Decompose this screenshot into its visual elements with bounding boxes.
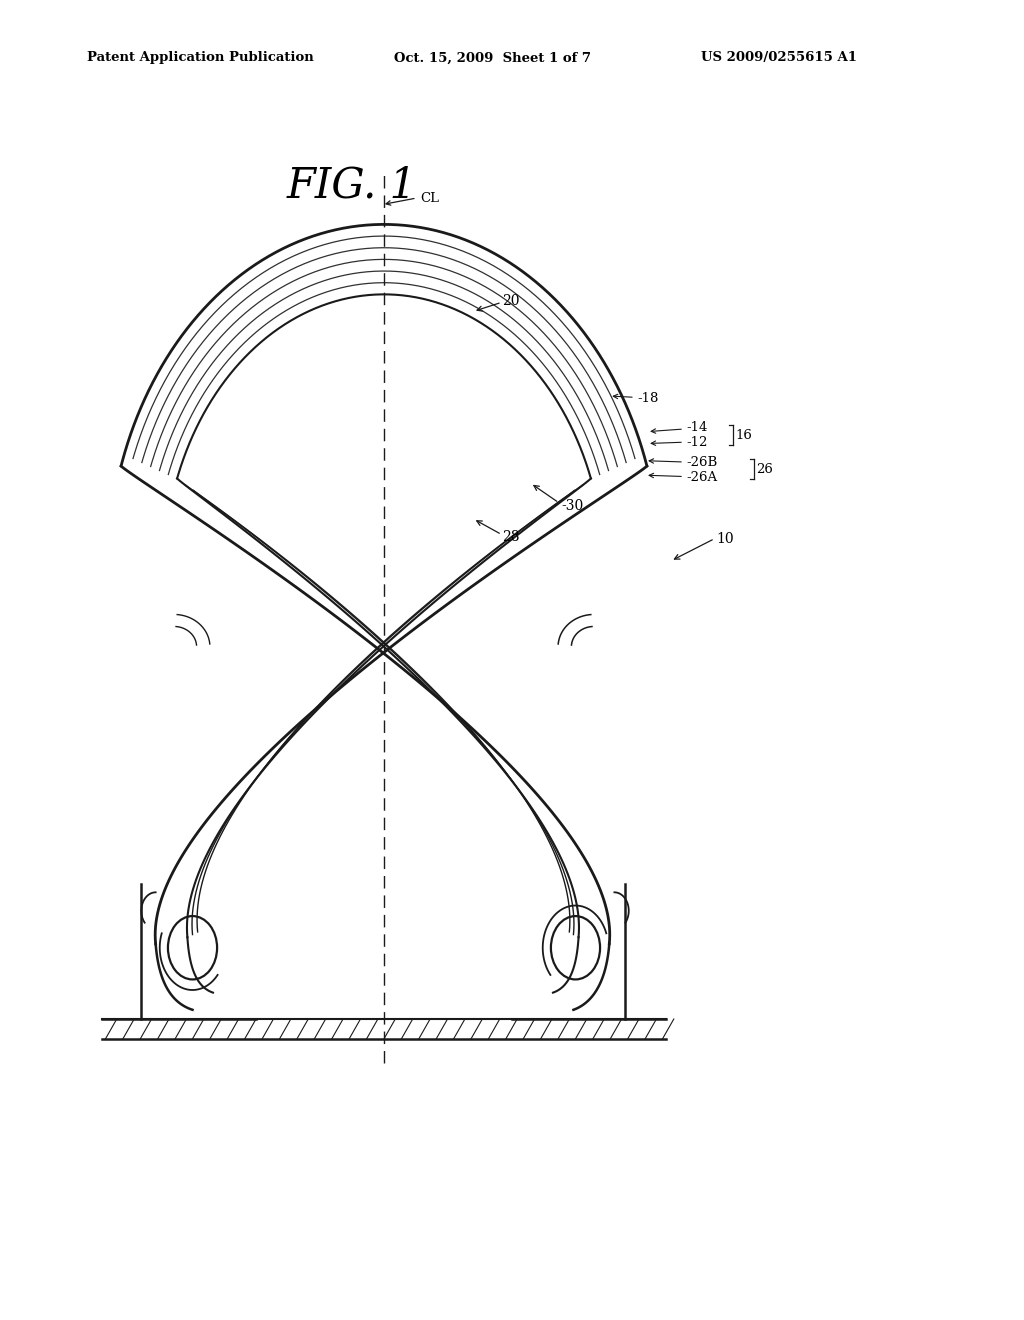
Text: -26A: -26A xyxy=(686,471,717,484)
Text: 28: 28 xyxy=(502,531,519,544)
Text: 16: 16 xyxy=(735,429,752,442)
Text: -18: -18 xyxy=(637,392,658,405)
Text: FIG. 1: FIG. 1 xyxy=(287,165,417,207)
Text: Patent Application Publication: Patent Application Publication xyxy=(87,51,313,65)
Text: 10: 10 xyxy=(717,532,734,545)
Text: -12: -12 xyxy=(686,436,708,449)
Text: 26: 26 xyxy=(756,463,772,477)
Text: -26B: -26B xyxy=(686,455,718,469)
Text: -30: -30 xyxy=(561,499,584,512)
Text: -14: -14 xyxy=(686,421,708,434)
Text: Oct. 15, 2009  Sheet 1 of 7: Oct. 15, 2009 Sheet 1 of 7 xyxy=(394,51,591,65)
Text: US 2009/0255615 A1: US 2009/0255615 A1 xyxy=(701,51,857,65)
Text: CL: CL xyxy=(420,191,439,205)
Text: 20: 20 xyxy=(502,294,519,308)
